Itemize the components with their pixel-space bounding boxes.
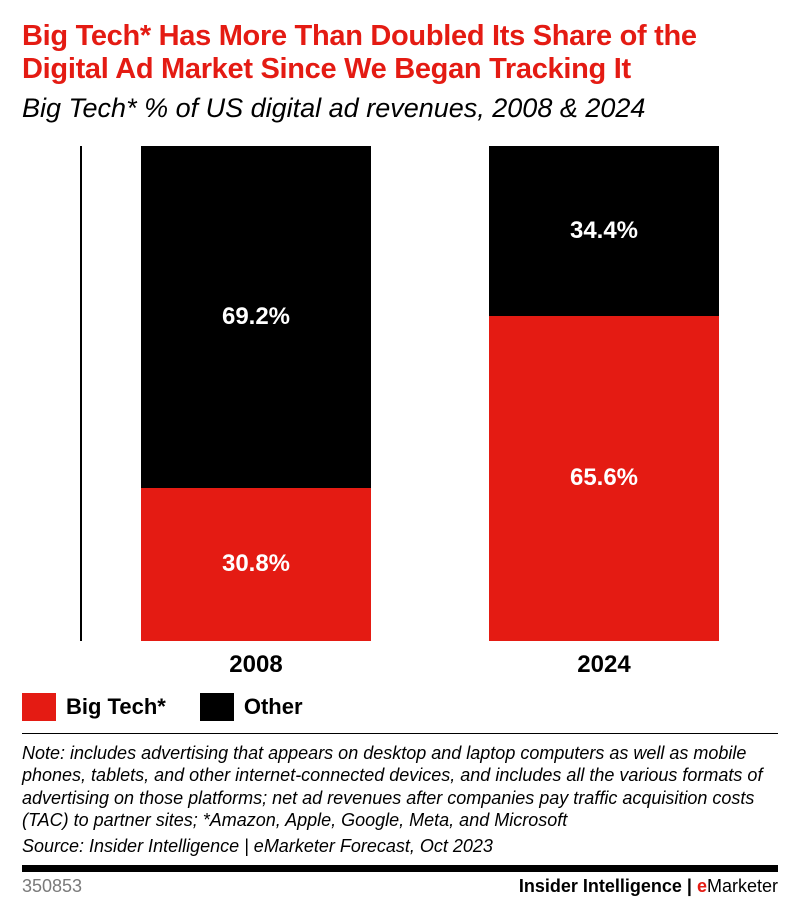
legend-label-1: Other <box>244 694 303 720</box>
bars-area: 69.2% 30.8% 34.4% 65.6% <box>82 146 778 641</box>
stacked-bar-1: 34.4% 65.6% <box>489 146 719 641</box>
bar0-seg-other: 69.2% <box>141 146 371 489</box>
legend: Big Tech* Other <box>22 693 778 721</box>
bar0-seg-bigtech: 30.8% <box>141 488 371 640</box>
stacked-bar-0: 69.2% 30.8% <box>141 146 371 641</box>
bar1-seg-other: 34.4% <box>489 146 719 316</box>
chart-id: 350853 <box>22 876 82 897</box>
brand-e: e <box>697 876 707 896</box>
bar-column-0: 69.2% 30.8% <box>82 146 430 641</box>
legend-swatch-0 <box>22 693 56 721</box>
divider-thin <box>22 733 778 734</box>
brand-sep: | <box>682 876 697 896</box>
brand-attribution: Insider Intelligence | eMarketer <box>519 876 778 897</box>
note-text: Note: includes advertising that appears … <box>22 742 778 832</box>
chart-title: Big Tech* Has More Than Doubled Its Shar… <box>22 20 778 87</box>
brand-right: Marketer <box>707 876 778 896</box>
bar1-seg-bigtech: 65.6% <box>489 316 719 641</box>
x-label-0: 2008 <box>82 651 430 679</box>
x-axis-labels: 2008 2024 <box>82 651 778 679</box>
chart-area: 69.2% 30.8% 34.4% 65.6% <box>22 146 778 641</box>
legend-swatch-1 <box>200 693 234 721</box>
legend-label-0: Big Tech* <box>66 694 166 720</box>
brand-left: Insider Intelligence <box>519 876 682 896</box>
source-text: Source: Insider Intelligence | eMarketer… <box>22 836 778 857</box>
chart-subtitle: Big Tech* % of US digital ad revenues, 2… <box>22 93 778 124</box>
footer: 350853 Insider Intelligence | eMarketer <box>22 876 778 897</box>
x-label-1: 2024 <box>430 651 778 679</box>
bar-column-1: 34.4% 65.6% <box>430 146 778 641</box>
divider-thick <box>22 865 778 872</box>
